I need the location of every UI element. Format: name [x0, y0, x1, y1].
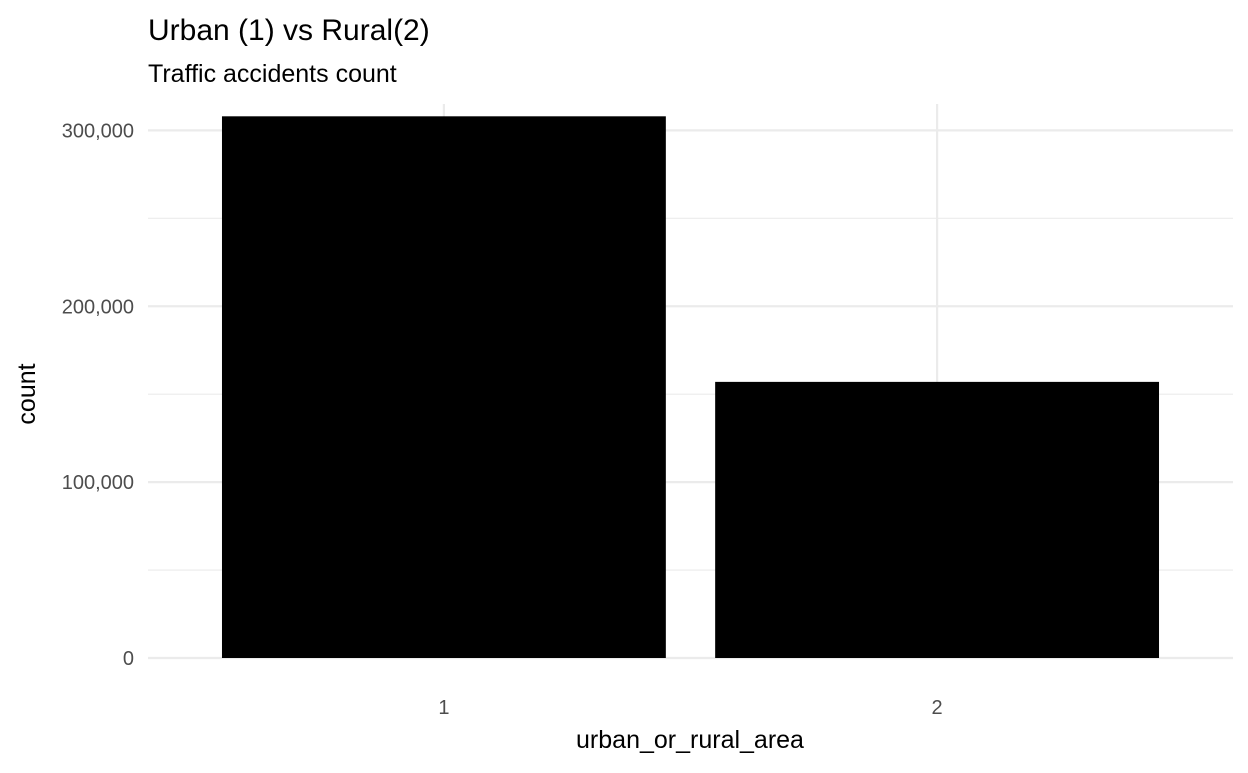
bar-2	[715, 381, 1160, 658]
x-tick-label-2: 2	[932, 697, 943, 719]
x-tick-label-1: 1	[438, 697, 449, 719]
x-axis-title: urban_or_rural_area	[576, 726, 804, 754]
chart-subtitle: Traffic accidents count	[148, 60, 397, 88]
y-axis-ticks: 0 100,000 200,000 300,000	[62, 120, 134, 670]
bar-1	[221, 116, 666, 659]
y-axis-title: count	[13, 363, 41, 424]
y-tick-label-2: 200,000	[62, 296, 134, 318]
bars	[221, 116, 1160, 659]
y-tick-label-1: 100,000	[62, 472, 134, 494]
y-tick-label-0: 0	[123, 648, 134, 670]
y-tick-label-3: 300,000	[62, 120, 134, 142]
chart-title: Urban (1) vs Rural(2)	[148, 14, 430, 47]
